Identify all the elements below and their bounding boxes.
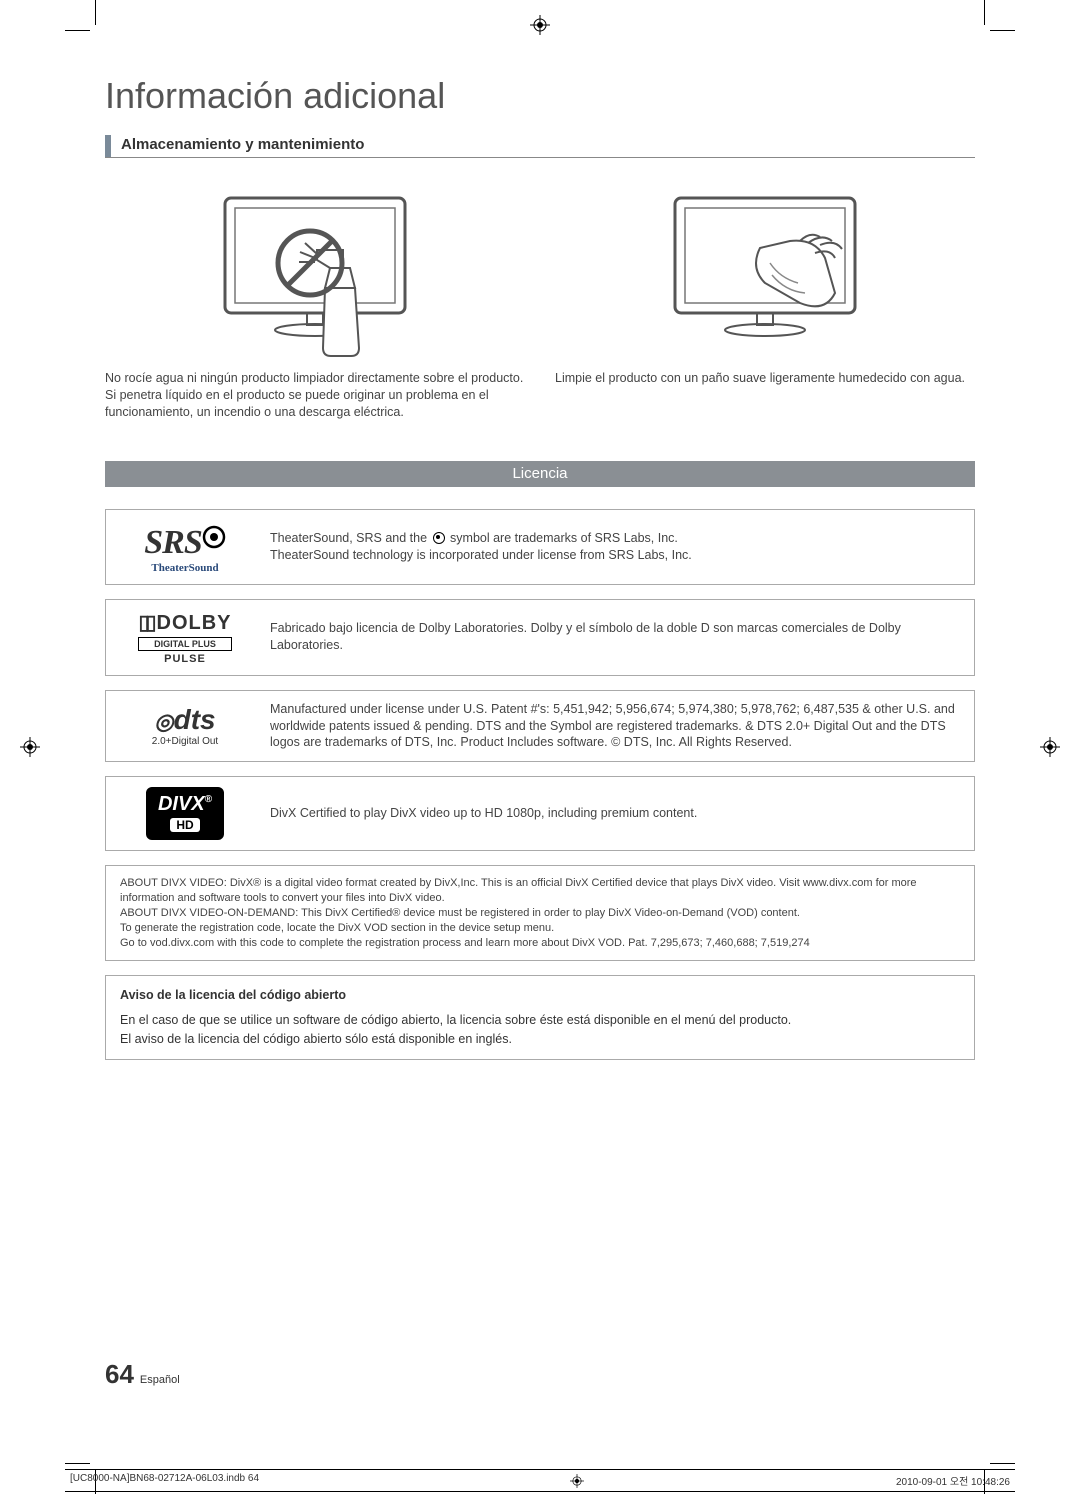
dts-logo: ◎dts 2.0+Digital Out <box>120 704 250 747</box>
open-source-notice: Aviso de la licencia del código abierto … <box>105 975 975 1059</box>
page-title: Información adicional <box>105 75 975 117</box>
divx-text: DivX Certified to play DivX video up to … <box>270 805 697 822</box>
print-filename: [UC8000-NA]BN68-02712A-06L03.indb 64 <box>70 1473 259 1488</box>
open-source-line1: En el caso de que se utilice un software… <box>120 1011 960 1030</box>
caption-right: Limpie el producto con un paño suave lig… <box>555 370 975 387</box>
srs-symbol-icon <box>433 532 445 544</box>
divx-note: ABOUT DIVX VIDEO: DivX® is a digital vid… <box>105 865 975 961</box>
print-timestamp: 2010-09-01 오전 10:48:26 <box>896 1473 1010 1488</box>
srs-text: TheaterSound, SRS and the symbol are tra… <box>270 530 692 564</box>
dts-text: Manufactured under license under U.S. Pa… <box>270 701 960 752</box>
registration-mark-top <box>0 15 1080 35</box>
illustration-no-spray <box>105 183 525 358</box>
license-band: Licencia <box>105 461 975 487</box>
license-dolby: ▯▯DOLBY DIGITAL PLUS PULSE Fabricado baj… <box>105 599 975 676</box>
illustration-wipe <box>555 183 975 358</box>
license-dts: ◎dts 2.0+Digital Out Manufactured under … <box>105 690 975 763</box>
registration-mark-right <box>1040 0 1060 1494</box>
open-source-line2: El aviso de la licencia del código abier… <box>120 1030 960 1049</box>
srs-logo: SRS TheaterSound <box>120 520 250 574</box>
section-heading: Almacenamiento y mantenimiento <box>121 136 364 157</box>
caption-left: No rocíe agua ni ningún producto limpiad… <box>105 370 525 421</box>
license-divx: DIVX® HD DivX Certified to play DivX vid… <box>105 776 975 851</box>
divx-logo: DIVX® HD <box>120 787 250 840</box>
section-header: Almacenamiento y mantenimiento <box>105 135 975 158</box>
dolby-logo: ▯▯DOLBY DIGITAL PLUS PULSE <box>120 610 250 665</box>
print-footer: [UC8000-NA]BN68-02712A-06L03.indb 64 201… <box>65 1469 1015 1492</box>
open-source-title: Aviso de la licencia del código abierto <box>120 986 960 1005</box>
dolby-text: Fabricado bajo licencia de Dolby Laborat… <box>270 620 960 654</box>
registration-mark-left <box>20 0 40 1494</box>
license-srs: SRS TheaterSound TheaterSound, SRS and t… <box>105 509 975 585</box>
page-number: 64 Español <box>105 1359 180 1390</box>
